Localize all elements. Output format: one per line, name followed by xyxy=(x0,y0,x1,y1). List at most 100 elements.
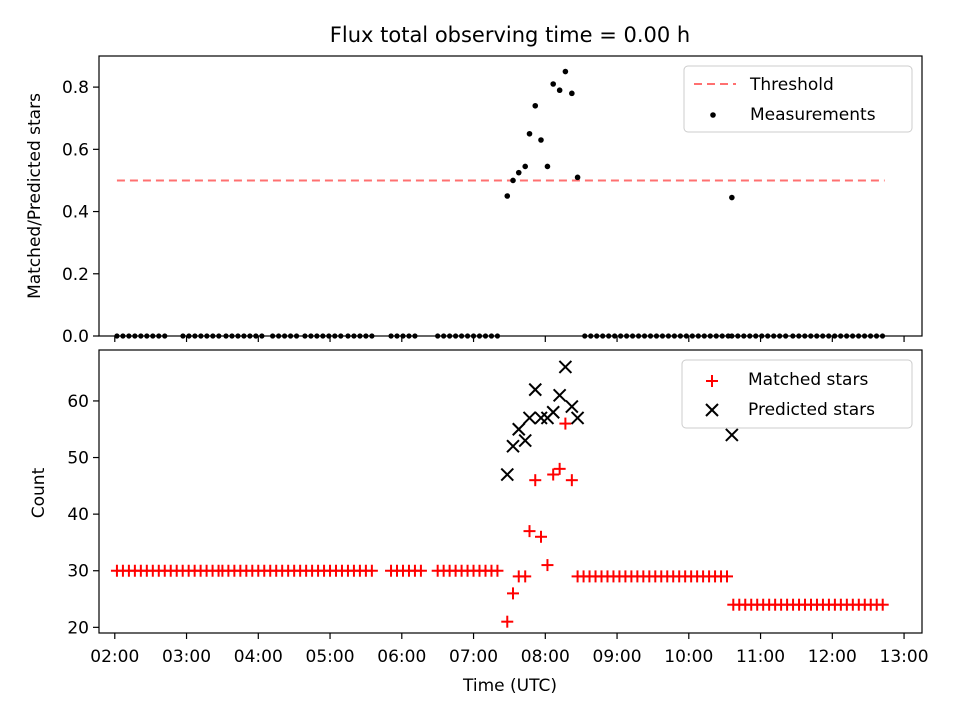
count-y-tick-label: 30 xyxy=(67,562,89,582)
predicted-star-point xyxy=(725,428,739,442)
measurement-point xyxy=(556,87,563,94)
predicted-star-point-b xyxy=(558,360,573,374)
measurement-point xyxy=(532,102,539,109)
ratio-plot-frame xyxy=(98,55,923,337)
legend-matched-swatch xyxy=(706,375,718,387)
legend-threshold-label: Threshold xyxy=(749,75,834,95)
ratio-y-tick-label: 0.4 xyxy=(62,203,89,223)
predicted-star-point xyxy=(522,411,537,425)
predicted-star-point-b xyxy=(518,433,532,448)
predicted-star-point xyxy=(552,388,567,402)
matched-star-point xyxy=(365,564,378,577)
measurement-point xyxy=(562,68,569,75)
ratio-legend: Threshold Measurements xyxy=(683,65,913,133)
matched-star-point xyxy=(565,474,578,487)
matched-star-point xyxy=(507,587,520,600)
legend-measurements-label: Measurements xyxy=(750,105,876,125)
count-baseline-points xyxy=(110,564,889,611)
count-x-tick-label: 05:00 xyxy=(306,647,355,667)
count-plot-frame xyxy=(98,349,923,634)
count-y-tick-label: 20 xyxy=(67,618,89,638)
count-x-tick-label: 13:00 xyxy=(880,647,929,667)
ratio-y-tick-label: 0.0 xyxy=(62,327,89,347)
predicted-star-point xyxy=(506,439,520,453)
measurement-point xyxy=(526,130,533,137)
count-y-tick-label: 50 xyxy=(67,449,89,469)
predicted-star-point-b xyxy=(565,399,579,414)
count-legend-box xyxy=(681,359,913,429)
measurement-point xyxy=(522,163,529,170)
measurement-point xyxy=(569,90,575,97)
matched-star-point xyxy=(553,462,566,475)
count-x-tick-label: 04:00 xyxy=(234,647,283,667)
predicted-star-point-b xyxy=(534,411,548,425)
ratio-y-tick-label: 0.2 xyxy=(62,265,89,285)
predicted-star-point-b xyxy=(552,388,567,402)
predicted-star-point xyxy=(528,382,542,397)
matched-star-point xyxy=(523,525,536,538)
count-y-axis-label: Count xyxy=(29,467,49,518)
predicted-star-point-b xyxy=(512,422,526,436)
matched-star-point xyxy=(491,564,504,577)
matched-star-point xyxy=(529,474,542,487)
predicted-star-points xyxy=(500,360,739,482)
count-x-ticks: 02:00 03:00 04:00 05:00 06:00 07:00 08:00 09:00… xyxy=(90,633,929,667)
ratio-panel: Flux total observing time = 0.00 h Match… xyxy=(25,23,923,347)
measurement-point xyxy=(544,163,551,170)
count-x-tick-label: 03:00 xyxy=(162,647,211,667)
count-y-tick-label: 60 xyxy=(67,392,89,412)
ratio-y-ticks: 0.0 0.2 0.4 0.6 0.8 xyxy=(62,78,99,347)
predicted-star-point xyxy=(518,433,532,448)
legend-predicted-label: Predicted stars xyxy=(748,400,875,420)
predicted-star-point xyxy=(565,399,579,414)
legend-measurements-swatch xyxy=(710,112,716,118)
matched-star-point xyxy=(559,417,572,430)
measurement-point xyxy=(574,174,581,181)
ratio-legend-box xyxy=(683,65,913,133)
measurement-point xyxy=(729,194,735,201)
matched-star-point xyxy=(541,559,554,572)
count-x-tick-label: 06:00 xyxy=(377,647,426,667)
ratio-chart-title: Flux total observing time = 0.00 h xyxy=(330,23,690,47)
count-x-tick-label: 11:00 xyxy=(736,647,785,667)
measurement-point xyxy=(515,169,522,176)
predicted-star-point-b xyxy=(506,439,520,453)
count-legend: Matched stars Predicted stars xyxy=(681,359,913,429)
matched-star-point xyxy=(721,570,734,583)
predicted-star-point xyxy=(558,360,573,374)
x-axis-label: Time (UTC) xyxy=(462,676,557,696)
predicted-star-point-b xyxy=(546,405,560,419)
matched-star-point xyxy=(519,570,532,583)
matched-star-point xyxy=(547,468,560,481)
predicted-star-point xyxy=(500,467,514,482)
matched-star-point xyxy=(534,530,547,543)
count-y-ticks: 20 30 40 50 60 xyxy=(67,392,99,638)
count-panel: Count Time (UTC) 20 30 40 50 60 02:00 03:00 04… xyxy=(29,349,929,696)
matched-star-point xyxy=(501,615,514,628)
predicted-star-point xyxy=(512,422,526,436)
measurement-point xyxy=(538,137,544,143)
predicted-star-point-b xyxy=(522,411,537,425)
predicted-star-point-b xyxy=(500,467,514,482)
predicted-star-point xyxy=(546,405,560,419)
ratio-y-tick-label: 0.6 xyxy=(62,140,89,160)
predicted-star-point-b xyxy=(570,411,585,425)
count-x-tick-label: 10:00 xyxy=(664,647,713,667)
count-x-tick-label: 07:00 xyxy=(449,647,498,667)
count-x-tick-label: 08:00 xyxy=(521,647,570,667)
predicted-star-point xyxy=(570,411,585,425)
ratio-y-tick-label: 0.8 xyxy=(62,78,89,98)
count-x-tick-label: 02:00 xyxy=(90,647,139,667)
predicted-star-point-b xyxy=(528,382,542,397)
count-y-tick-label: 40 xyxy=(67,505,89,525)
count-x-tick-label: 09:00 xyxy=(593,647,642,667)
measurement-point xyxy=(504,193,511,199)
matched-star-point xyxy=(876,598,889,611)
ratio-y-axis-label: Matched/Predicted stars xyxy=(25,93,45,299)
legend-matched-label: Matched stars xyxy=(748,370,868,390)
predicted-star-point-b xyxy=(725,428,739,442)
measurement-point xyxy=(550,81,556,87)
matched-star-point xyxy=(414,564,427,577)
measurement-point xyxy=(510,177,516,184)
